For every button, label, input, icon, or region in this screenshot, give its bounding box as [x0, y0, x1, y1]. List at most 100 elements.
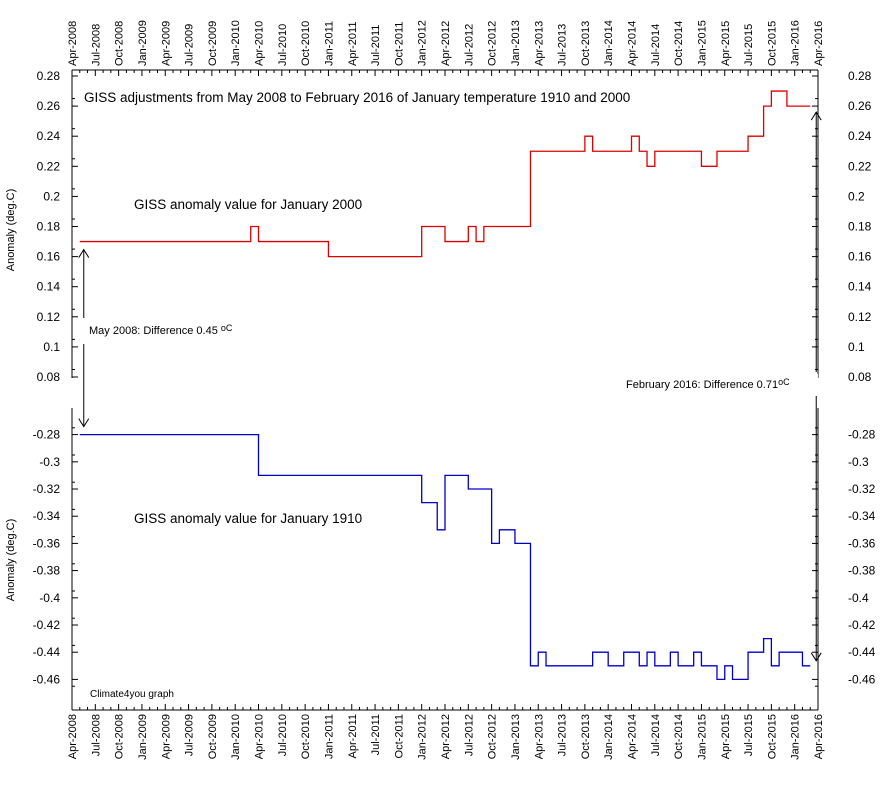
- x-tick-label-bottom: Jan-2013: [510, 714, 522, 760]
- y-lower-tick-label-right: -0.28: [848, 428, 876, 442]
- y-lower-tick-label-right: -0.42: [848, 618, 876, 632]
- y-lower-tick-label-right: -0.46: [848, 672, 876, 686]
- x-tick-label-top: Jul-2011: [370, 25, 382, 66]
- x-tick-label-bottom: Jul-2014: [650, 714, 662, 756]
- x-tick-label-bottom: Apr-2008: [67, 714, 79, 759]
- x-tick-label-top: Oct-2011: [393, 22, 405, 66]
- x-tick-label-top: Jul-2008: [90, 24, 102, 66]
- y-upper-tick-label-right: 0.28: [848, 69, 872, 83]
- y-upper-tick-label-left: 0.16: [37, 250, 61, 264]
- y-lower-tick-label-left: -0.42: [33, 618, 61, 632]
- x-tick-label-top: Jan-2016: [790, 20, 802, 66]
- x-tick-label-bottom: Jul-2013: [557, 714, 569, 756]
- x-tick-label-top: Jan-2012: [417, 20, 429, 66]
- x-tick-label-bottom: Apr-2010: [254, 714, 266, 759]
- x-tick-label-bottom: Apr-2009: [160, 714, 172, 759]
- series-label-jan-2000: GISS anomaly value for January 2000: [134, 197, 362, 212]
- y-upper-tick-label-left: 0.08: [37, 370, 61, 384]
- x-tick-label-bottom: Apr-2016: [813, 714, 825, 759]
- x-tick-label-top: Apr-2010: [254, 21, 266, 66]
- y-upper-tick-label-right: 0.2: [848, 189, 865, 203]
- x-tick-label-top: Jan-2010: [230, 20, 242, 66]
- x-tick-label-bottom: Oct-2012: [487, 714, 499, 759]
- x-tick-label-bottom: Jan-2012: [417, 714, 429, 760]
- y-upper-tick-label-right: 0.12: [848, 310, 872, 324]
- x-tick-label-bottom: Jul-2009: [184, 714, 196, 756]
- y-upper-tick-label-left: 0.14: [37, 280, 61, 294]
- x-tick-label-bottom: Oct-2013: [580, 714, 592, 759]
- x-tick-label-top: Jul-2014: [650, 24, 662, 66]
- y-lower-tick-label-left: -0.28: [33, 428, 61, 442]
- y-upper-tick-label-left: 0.1: [43, 340, 60, 354]
- x-tick-label-top: Jan-2011: [323, 21, 335, 66]
- x-tick-label-bottom: Jan-2014: [603, 714, 615, 760]
- y-lower-tick-label-left: -0.46: [33, 672, 61, 686]
- annotation-may2008-bg: [86, 320, 256, 340]
- y-upper-tick-label-left: 0.28: [37, 69, 61, 83]
- arrowhead-may2008-down: [78, 418, 90, 428]
- x-tick-label-top: Jan-2014: [603, 20, 615, 66]
- y-upper-tick-label-left: 0.26: [37, 99, 61, 113]
- x-tick-label-top: Apr-2012: [440, 21, 452, 66]
- x-tick-label-bottom: Apr-2014: [627, 714, 639, 759]
- x-tick-label-bottom: Oct-2014: [673, 714, 685, 759]
- y-axis-label-lower: Anomaly (deg.C): [5, 519, 17, 602]
- x-tick-label-top: Apr-2016: [813, 21, 825, 66]
- x-tick-label-bottom: Jul-2010: [277, 714, 289, 756]
- y-lower-tick-label-right: -0.34: [848, 509, 876, 523]
- x-tick-label-top: Apr-2014: [627, 21, 639, 66]
- x-tick-label-top: Jul-2012: [463, 24, 475, 66]
- x-tick-label-bottom: Oct-2008: [114, 714, 126, 759]
- series-line-jan-2000: [79, 90, 811, 258]
- y-lower-tick-label-right: -0.36: [848, 536, 876, 550]
- x-tick-label-bottom: Jul-2015: [743, 714, 755, 756]
- x-tick-label-top: Oct-2009: [207, 21, 219, 66]
- annotation-may2008-unit: oC: [221, 323, 233, 333]
- y-upper-tick-label-right: 0.14: [848, 280, 872, 294]
- x-tick-label-bottom: Oct-2011: [393, 714, 405, 758]
- x-ticks: Apr-2008 Apr-2008 Jul-2008 Jul-2008 Oct-2008…: [67, 20, 825, 760]
- series-label-jan-1910: GISS anomaly value for January 1910: [134, 511, 362, 526]
- annotation-may2008-main: May 2008: Difference 0.45: [89, 325, 221, 337]
- x-tick-label-top: Jul-2015: [743, 24, 755, 66]
- y-lower-tick-label-left: -0.4: [39, 591, 60, 605]
- x-tick-label-bottom: Apr-2013: [533, 714, 545, 759]
- y-upper-tick-label-right: 0.1: [848, 340, 865, 354]
- x-tick-label-top: Jan-2015: [696, 20, 708, 66]
- annotation-feb2016-bg: [624, 374, 818, 394]
- x-tick-label-top: Apr-2009: [160, 21, 172, 66]
- y-lower-tick-label-right: -0.3: [848, 455, 869, 469]
- y-upper-tick-label-left: 0.2: [43, 189, 60, 203]
- y-axis-label-upper: Anomaly (deg.C): [5, 189, 17, 272]
- credit-label: Climate4you graph: [90, 689, 174, 700]
- x-tick-label-top: Jan-2013: [510, 20, 522, 66]
- y-upper-tick-label-right: 0.24: [848, 129, 872, 143]
- x-tick-label-top: Jan-2009: [137, 20, 149, 66]
- y-ticks-lower: -0.46 -0.46 -0.44 -0.44 -0.42 -0.42 -0.4 -0.4 -0…: [33, 427, 876, 687]
- arrowhead-feb2016-down: [810, 652, 822, 662]
- y-upper-tick-label-right: 0.16: [848, 250, 872, 264]
- y-lower-tick-label-right: -0.32: [848, 482, 876, 496]
- x-tick-label-bottom: Jan-2016: [790, 714, 802, 760]
- annotation-may2008: May 2008: Difference 0.45 oC: [89, 323, 233, 337]
- y-upper-tick-label-left: 0.18: [37, 220, 61, 234]
- series-line-jan-1910: [79, 433, 811, 681]
- x-tick-label-bottom: Jul-2012: [463, 714, 475, 756]
- x-tick-label-bottom: Apr-2012: [440, 714, 452, 759]
- y-lower-tick-label-left: -0.44: [33, 645, 61, 659]
- x-tick-label-bottom: Apr-2015: [720, 714, 732, 759]
- x-tick-label-top: Jul-2013: [557, 24, 569, 66]
- x-tick-label-top: Oct-2008: [114, 21, 126, 66]
- y-upper-tick-label-right: 0.22: [848, 159, 872, 173]
- x-tick-label-top: Oct-2014: [673, 21, 685, 66]
- y-upper-tick-label-right: 0.08: [848, 370, 872, 384]
- x-tick-label-top: Apr-2011: [347, 22, 359, 66]
- x-tick-label-top: Jul-2010: [277, 24, 289, 66]
- x-tick-label-bottom: Apr-2011: [347, 714, 359, 758]
- x-tick-label-top: Oct-2013: [580, 21, 592, 66]
- arrowhead-may2008-up: [78, 248, 90, 258]
- x-tick-label-top: Oct-2012: [487, 21, 499, 66]
- x-tick-label-bottom: Oct-2015: [766, 714, 778, 759]
- annotation-feb2016: February 2016: Difference 0.71oC: [626, 377, 790, 391]
- x-tick-label-top: Apr-2008: [67, 21, 79, 66]
